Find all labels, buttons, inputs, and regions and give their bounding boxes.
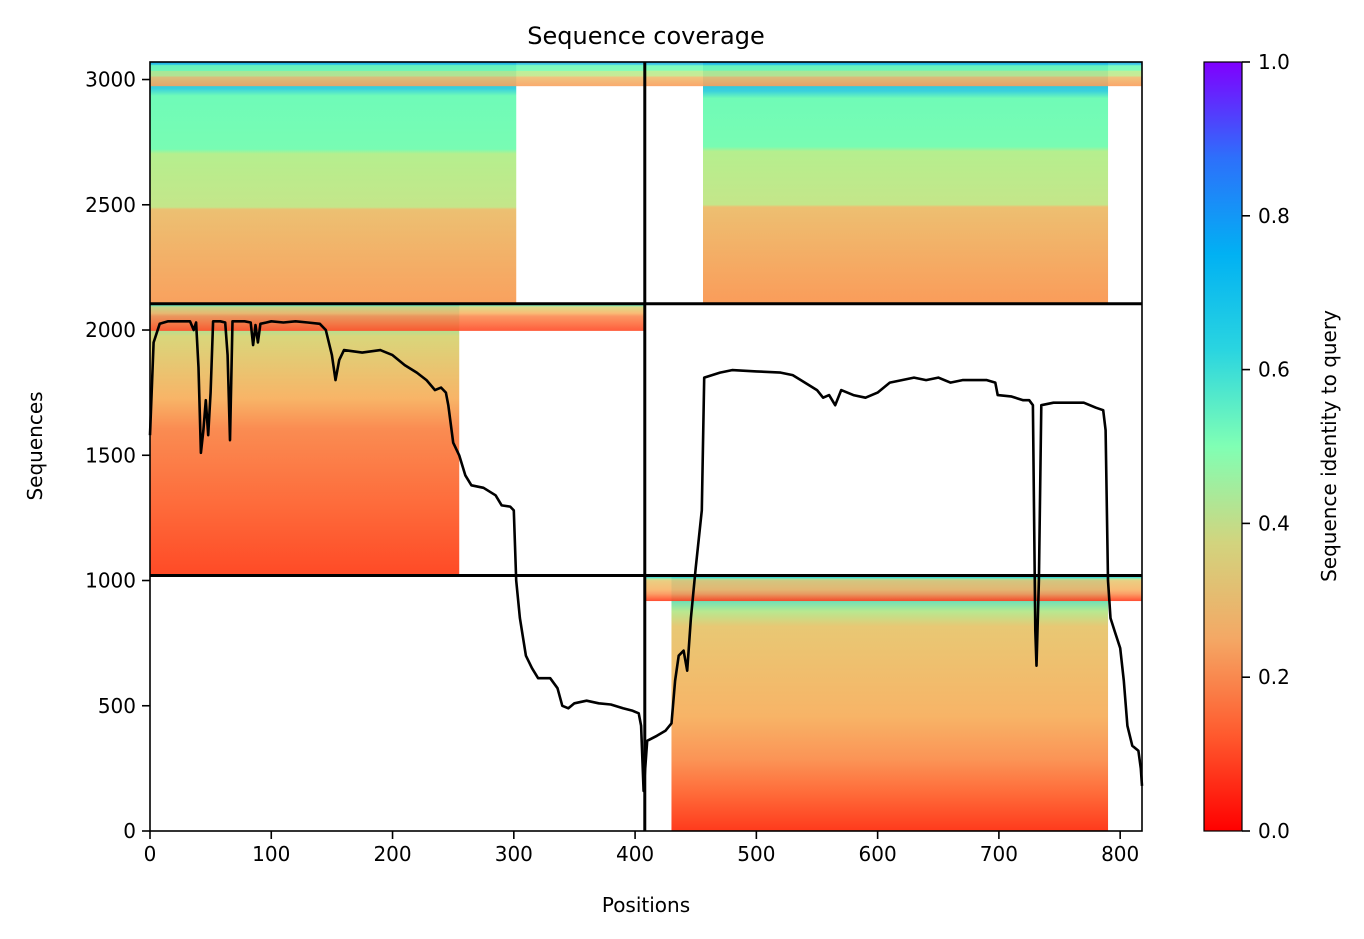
x-axis-title: Positions: [602, 893, 690, 917]
y-tick-label: 3000: [85, 68, 136, 92]
plot-frame: [149, 61, 1143, 832]
y-axis: 0 500 1000 1500 2000 2500 3000: [85, 68, 150, 843]
colorbar-tick-label: 0.2: [1258, 665, 1290, 689]
x-tick-label: 200: [373, 842, 411, 866]
colorbar-tick-label: 0.0: [1258, 819, 1290, 843]
x-tick-label: 700: [980, 842, 1018, 866]
heatmap-block-top-chain2-unpaired: [644, 575, 1142, 602]
x-tick-label: 300: [495, 842, 533, 866]
colorbar-tick-label: 0.4: [1258, 511, 1290, 535]
y-tick-label: 0: [123, 819, 136, 843]
colorbar-ticks: 0.0 0.2 0.4 0.6 0.8 1.0: [1242, 50, 1290, 843]
x-tick-label: 100: [252, 842, 290, 866]
x-tick-label: 500: [737, 842, 775, 866]
y-tick-label: 1500: [85, 443, 136, 467]
y-axis-title: Sequences: [23, 391, 47, 500]
colorbar-tick-label: 1.0: [1258, 50, 1290, 74]
x-tick-label: 400: [616, 842, 654, 866]
colorbar: [1203, 61, 1243, 832]
y-tick-label: 2000: [85, 318, 136, 342]
colorbar-tick-label: 0.6: [1258, 358, 1290, 382]
coverage-line: [148, 320, 1144, 793]
chain-boundaries: [150, 62, 1142, 831]
heatmap-block-chain2-pair: [702, 62, 1109, 304]
x-tick-label: 600: [859, 842, 897, 866]
y-tick-label: 1000: [85, 569, 136, 593]
y-tick-label: 500: [98, 694, 136, 718]
x-tick-label: 800: [1101, 842, 1139, 866]
heatmap-block-chain1-pair: [150, 62, 517, 304]
x-axis: 0 100 200 300 400 500 600 700 800: [144, 831, 1139, 866]
heatmap-block-top-chain1-pair: [150, 62, 645, 87]
heatmap-block-chain2-unpaired: [671, 575, 1109, 831]
y-tick-label: 2500: [85, 193, 136, 217]
chart-title: Sequence coverage: [527, 22, 764, 50]
colorbar-tick-label: 0.8: [1258, 204, 1290, 228]
x-tick-label: 0: [144, 842, 157, 866]
heatmap-block-top-chain2-pair: [644, 62, 1142, 87]
colorbar-label: Sequence identity to query: [1317, 310, 1341, 582]
